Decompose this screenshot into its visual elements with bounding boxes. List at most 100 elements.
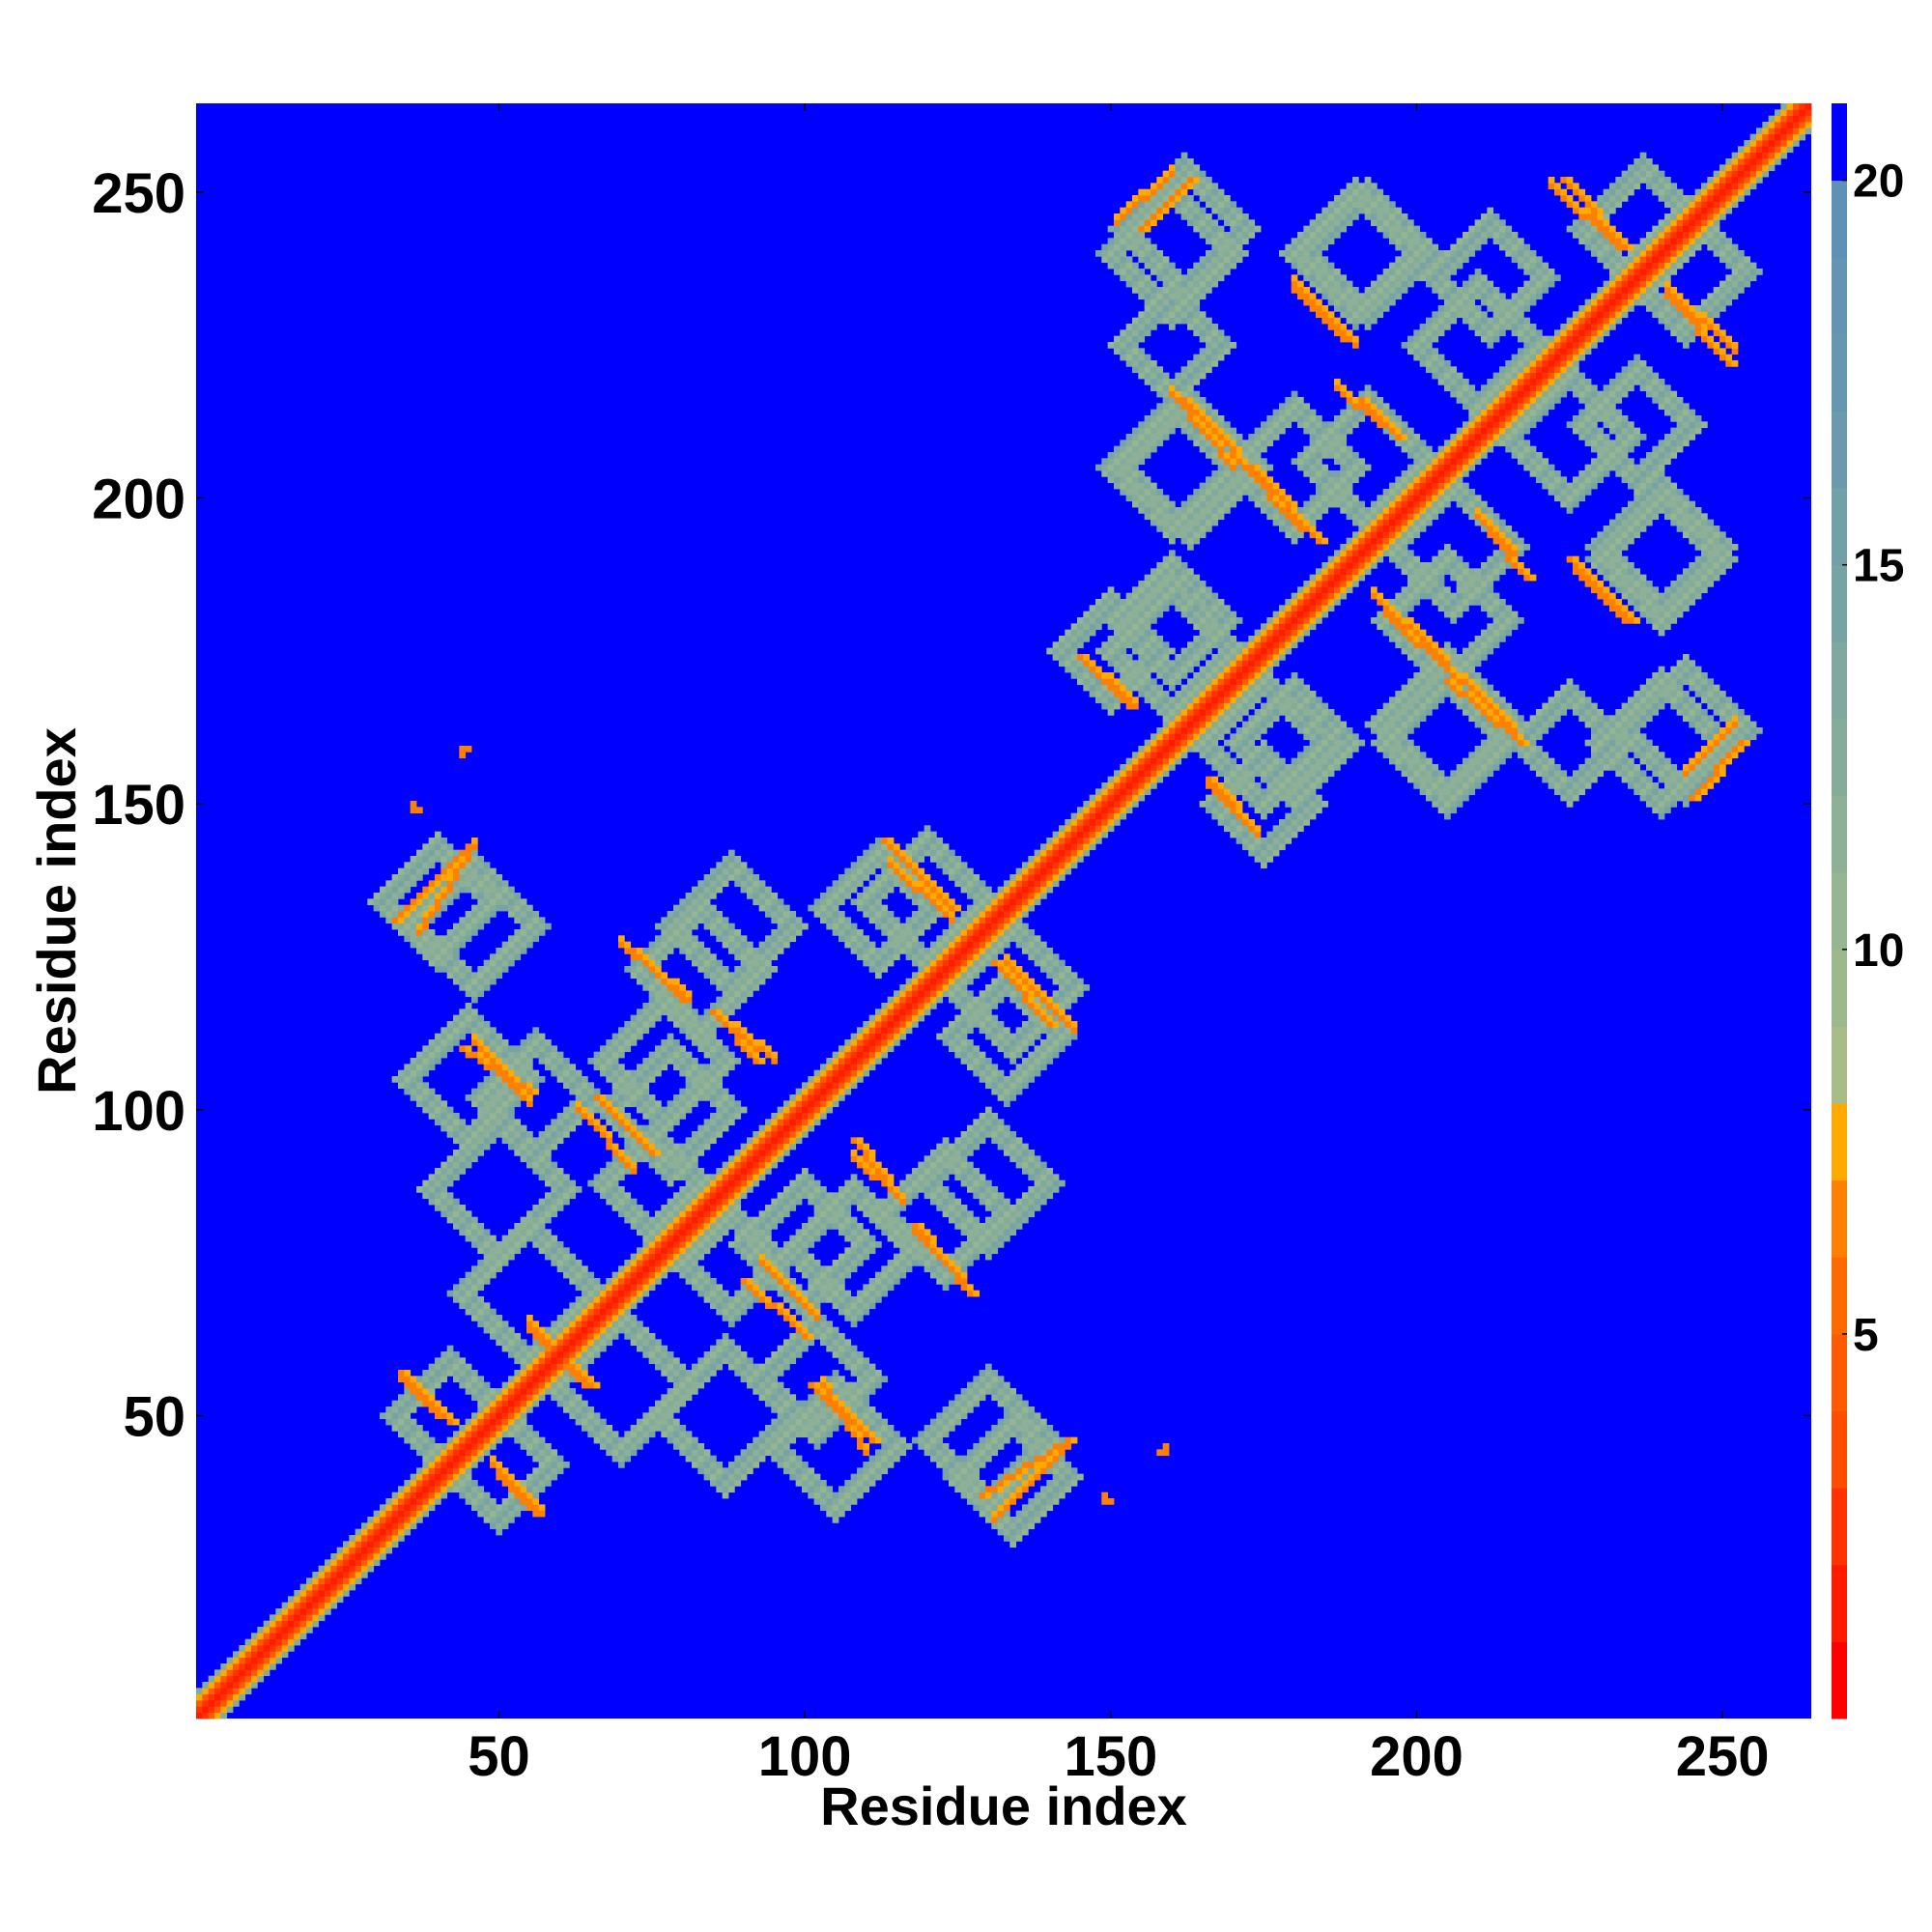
heatmap-cell [758,1449,766,1457]
heatmap-cell [453,929,460,936]
heatmap-cell [661,1253,668,1261]
heatmap-cell [838,1498,845,1505]
heatmap-cell [380,1510,386,1518]
heatmap-cell [697,880,705,888]
heatmap-cell [630,1290,638,1297]
heatmap-cell [868,1284,876,1292]
heatmap-cell [391,1510,399,1518]
heatmap-cell [802,1174,809,1181]
heatmap-cell [844,1357,852,1365]
heatmap-cell [722,1223,729,1230]
heatmap-cell [679,1265,687,1273]
heatmap-cell [514,1333,522,1340]
heatmap-cell [661,1271,668,1279]
heatmap-cell [349,1553,356,1560]
heatmap-cell [949,867,955,875]
heatmap-cell [587,1357,595,1365]
heatmap-cell [716,978,724,985]
heatmap-cell [747,1229,753,1236]
heatmap-cell [642,1345,650,1352]
heatmap-cell [637,972,643,980]
heatmap-cell [440,1467,448,1475]
heatmap-cell [692,1284,698,1292]
heatmap-cell [661,1174,668,1181]
heatmap-cell [428,886,436,894]
heatmap-cell [863,898,870,906]
heatmap-cell [826,1100,834,1108]
heatmap-cell [875,898,882,906]
heatmap-cell [526,929,533,936]
heatmap-cell [703,904,711,912]
heatmap-cell [703,1370,711,1377]
heatmap-cell [459,923,467,930]
heatmap-cell [777,1443,784,1450]
heatmap-cell [648,1021,656,1028]
heatmap-cell [477,904,485,912]
heatmap-cell [850,1186,858,1193]
heatmap-cell [789,1302,797,1310]
heatmap-cell [710,880,717,888]
heatmap-cell [637,1278,643,1285]
heatmap-cell [404,1082,412,1090]
heatmap-cell [747,1051,753,1059]
heatmap-cell [606,1161,613,1169]
heatmap-cell [692,1370,698,1377]
heatmap-cell [912,1241,919,1248]
heatmap-cell [532,1033,540,1040]
heatmap-cell [477,1425,485,1432]
heatmap-cell [899,886,907,894]
heatmap-cell [734,953,742,961]
heatmap-cell [637,948,643,954]
heatmap-cell [685,1021,693,1028]
heatmap-cell [949,849,955,857]
heatmap-cell [501,1131,509,1138]
heatmap-cell [795,1241,803,1248]
heatmap-cell [325,1583,331,1591]
heatmap-cell [288,1608,295,1615]
heatmap-cell [734,1462,742,1468]
heatmap-cell [587,1381,595,1389]
heatmap-cell [857,1467,864,1475]
heatmap-cell [942,904,950,912]
heatmap-cell [863,1449,870,1457]
heatmap-cell [471,911,478,918]
heatmap-cell [716,1229,724,1236]
heatmap-cell [808,1119,815,1126]
heatmap-cell [949,862,955,869]
heatmap-cell [875,1210,882,1218]
heatmap-cell [459,1436,467,1444]
heatmap-cell [679,941,687,949]
heatmap-cell [471,1009,478,1016]
heatmap-cell [391,1076,399,1083]
heatmap-cell [545,1376,552,1383]
heatmap-cell [863,1150,870,1156]
heatmap-cell [520,898,527,906]
heatmap-cell [545,1064,552,1071]
heatmap-cell [593,1051,601,1059]
heatmap-cell [501,1039,509,1046]
heatmap-cell [483,1321,491,1328]
heatmap-cell [747,1039,753,1046]
heatmap-cell [887,1045,895,1053]
heatmap-cell [416,1480,423,1487]
heatmap-cell [789,1247,797,1255]
heatmap-cell [747,1467,753,1475]
heatmap-cell [465,1027,472,1035]
heatmap-cell [440,874,448,881]
heatmap-cell [765,1045,772,1053]
heatmap-cell [385,1504,393,1512]
heatmap-cell [930,1168,937,1175]
heatmap-cell [942,1192,950,1200]
heatmap-cell [850,1498,858,1505]
heatmap-cell [936,1431,944,1438]
heatmap-cell [611,1321,619,1328]
heatmap-cell [661,1009,668,1016]
heatmap-cell [697,1137,705,1145]
heatmap-cell [637,1143,643,1151]
heatmap-cell [483,1492,491,1499]
heatmap-cell [868,1388,876,1395]
heatmap-cell [416,1510,423,1518]
heatmap-cell [753,1051,760,1059]
heatmap-cell [514,1370,522,1377]
heatmap-cell [496,948,503,954]
